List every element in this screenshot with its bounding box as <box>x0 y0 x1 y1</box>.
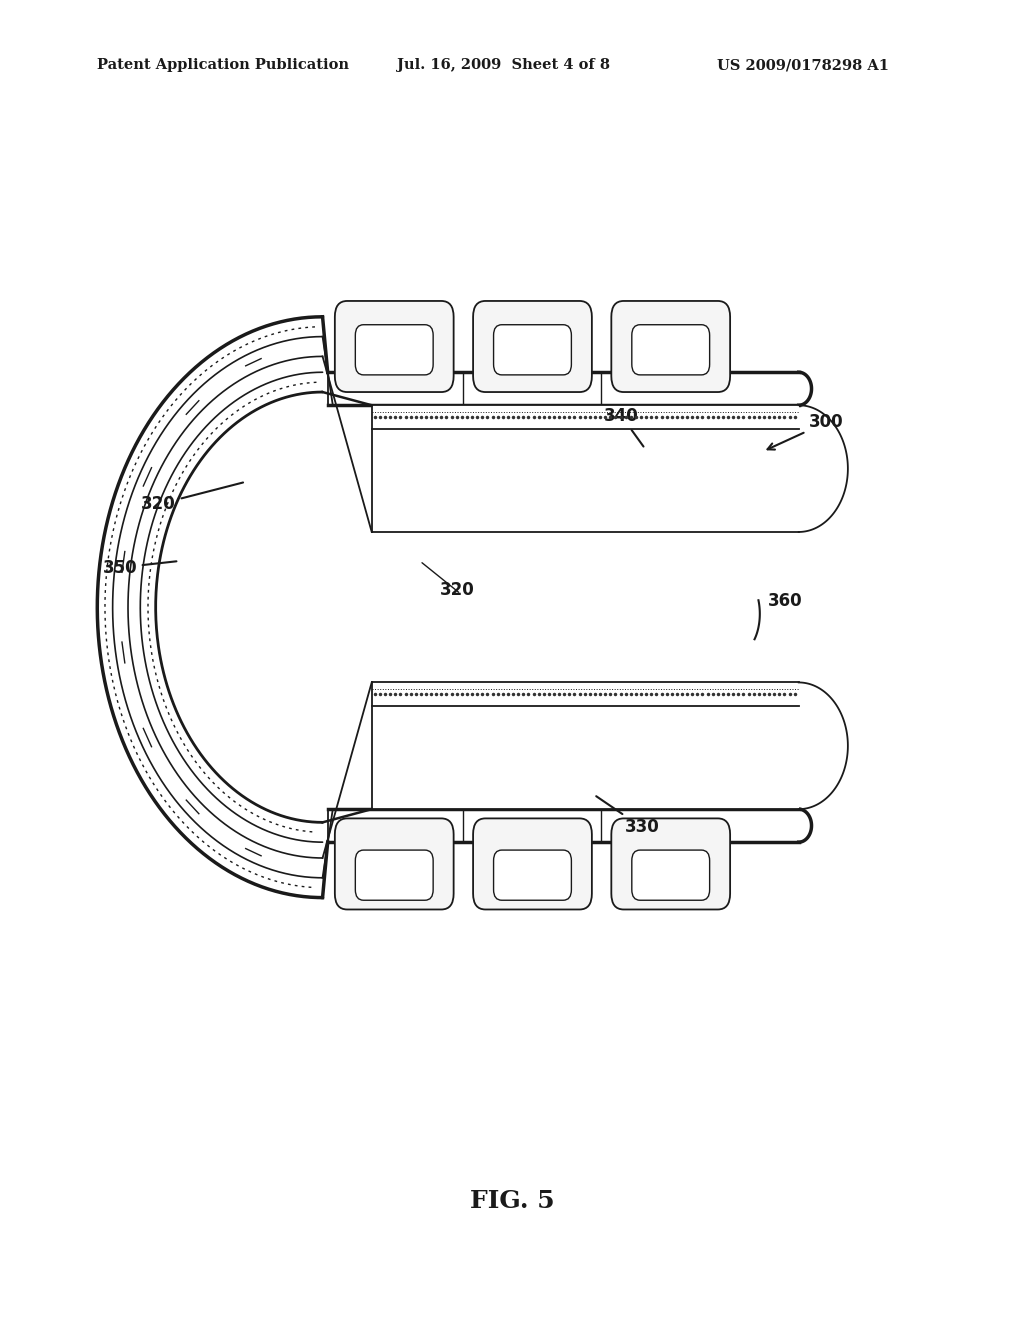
FancyBboxPatch shape <box>611 301 730 392</box>
FancyBboxPatch shape <box>494 325 571 375</box>
Text: Patent Application Publication: Patent Application Publication <box>97 58 349 73</box>
Bar <box>372 682 799 809</box>
FancyBboxPatch shape <box>632 325 710 375</box>
FancyBboxPatch shape <box>335 301 454 392</box>
FancyBboxPatch shape <box>632 850 710 900</box>
Text: 340: 340 <box>604 407 643 446</box>
Bar <box>372 405 799 532</box>
FancyBboxPatch shape <box>473 301 592 392</box>
Text: Jul. 16, 2009  Sheet 4 of 8: Jul. 16, 2009 Sheet 4 of 8 <box>397 58 610 73</box>
Text: 320: 320 <box>440 581 475 599</box>
FancyBboxPatch shape <box>473 818 592 909</box>
FancyBboxPatch shape <box>611 818 730 909</box>
Text: 320: 320 <box>141 483 243 513</box>
FancyBboxPatch shape <box>355 850 433 900</box>
Text: 350: 350 <box>102 558 176 577</box>
Text: FIG. 5: FIG. 5 <box>470 1189 554 1213</box>
Text: 360: 360 <box>768 591 803 610</box>
Text: 330: 330 <box>596 796 659 837</box>
FancyBboxPatch shape <box>355 325 433 375</box>
Text: 300: 300 <box>768 413 844 450</box>
FancyBboxPatch shape <box>335 818 454 909</box>
Text: US 2009/0178298 A1: US 2009/0178298 A1 <box>717 58 889 73</box>
FancyBboxPatch shape <box>494 850 571 900</box>
